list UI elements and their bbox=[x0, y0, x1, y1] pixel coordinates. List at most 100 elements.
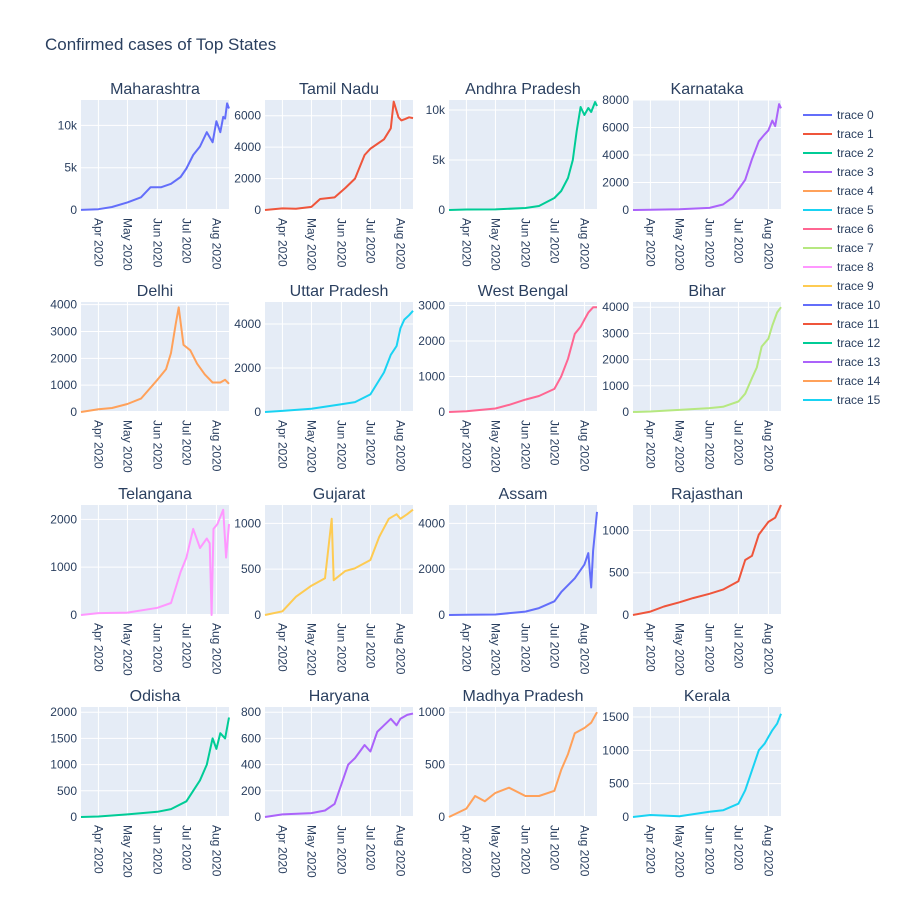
subplot-1: Tamil Nadu Apr 2020 May 2020 Jun 2020 Jul 20… bbox=[234, 81, 414, 271]
x-tick-label: May 2020 bbox=[120, 218, 134, 271]
y-tick-label: 6000 bbox=[602, 121, 629, 135]
y-tick-label: 10k bbox=[426, 103, 446, 117]
legend-item-15[interactable]: trace 15 bbox=[803, 393, 881, 407]
x-tick-label: May 2020 bbox=[304, 825, 318, 878]
legend-item-0[interactable]: trace 0 bbox=[803, 108, 874, 122]
legend-item-2[interactable]: trace 2 bbox=[803, 146, 874, 160]
legend-item-7[interactable]: trace 7 bbox=[803, 241, 874, 255]
x-tick-label: May 2020 bbox=[120, 420, 134, 473]
x-tick-label: Jun 2020 bbox=[150, 825, 164, 875]
x-tick-label: Apr 2020 bbox=[643, 420, 657, 469]
y-tick-label: 0 bbox=[622, 405, 629, 419]
x-tick-label: Jun 2020 bbox=[334, 825, 348, 875]
plot-background bbox=[265, 302, 413, 412]
y-tick-label: 1000 bbox=[602, 523, 629, 537]
y-tick-label: 4000 bbox=[234, 140, 261, 154]
legend-label: trace 6 bbox=[837, 222, 874, 236]
legend-item-10[interactable]: trace 10 bbox=[803, 298, 881, 312]
series-line-6 bbox=[448, 306, 597, 413]
legend-item-9[interactable]: trace 9 bbox=[803, 279, 874, 293]
legend-label: trace 2 bbox=[837, 146, 874, 160]
x-tick-label: May 2020 bbox=[672, 420, 686, 473]
x-tick-label: May 2020 bbox=[672, 218, 686, 271]
y-tick-label: 2000 bbox=[234, 361, 261, 375]
subplot-title: Bihar bbox=[688, 283, 726, 300]
x-tick-label: Aug 2020 bbox=[577, 825, 591, 877]
y-tick-label: 0 bbox=[70, 203, 77, 217]
x-tick-label: Jul 2020 bbox=[731, 825, 745, 871]
y-tick-label: 0 bbox=[254, 608, 261, 622]
y-tick-label: 10k bbox=[58, 118, 78, 132]
subplot-12: Odisha Apr 2020 May 2020 Jun 2020 Jul 2020 Au… bbox=[50, 688, 230, 878]
subplot-title: West Bengal bbox=[478, 283, 568, 300]
x-tick-label: Apr 2020 bbox=[91, 420, 105, 469]
x-tick-label: Aug 2020 bbox=[209, 825, 223, 877]
series-line-14 bbox=[448, 711, 598, 818]
x-tick-label: Aug 2020 bbox=[393, 218, 407, 270]
y-tick-label: 4000 bbox=[234, 317, 261, 331]
legend-label: trace 12 bbox=[837, 336, 881, 350]
legend-label: trace 8 bbox=[837, 260, 874, 274]
x-tick-label: Jun 2020 bbox=[334, 420, 348, 470]
y-tick-label: 0 bbox=[254, 810, 261, 824]
x-tick-label: Jul 2020 bbox=[547, 623, 561, 669]
series-line-4 bbox=[80, 306, 230, 413]
subplot-title: Tamil Nadu bbox=[299, 81, 379, 98]
subplot-title: Delhi bbox=[137, 283, 173, 300]
plot-background bbox=[633, 707, 781, 817]
x-tick-label: Aug 2020 bbox=[209, 218, 223, 270]
y-tick-label: 0 bbox=[438, 608, 445, 622]
legend-item-3[interactable]: trace 3 bbox=[803, 165, 874, 179]
x-tick-label: Apr 2020 bbox=[275, 825, 289, 874]
series-line-2 bbox=[448, 101, 598, 211]
x-tick-label: May 2020 bbox=[304, 623, 318, 676]
subplot-title: Odisha bbox=[130, 688, 181, 705]
legend-item-13[interactable]: trace 13 bbox=[803, 355, 881, 369]
x-tick-label: Jun 2020 bbox=[518, 825, 532, 875]
y-tick-label: 0 bbox=[254, 203, 261, 217]
x-tick-label: May 2020 bbox=[304, 420, 318, 473]
y-tick-label: 0 bbox=[70, 405, 77, 419]
series-line-15 bbox=[632, 713, 782, 818]
subplot-14: Madhya Pradesh Apr 2020 May 2020 Jun 2020 Ju… bbox=[418, 688, 598, 878]
y-tick-label: 0 bbox=[438, 203, 445, 217]
legend-item-14[interactable]: trace 14 bbox=[803, 374, 881, 388]
x-tick-label: Jul 2020 bbox=[179, 218, 193, 264]
subplot-6: West Bengal Apr 2020 May 2020 Jun 2020 Jul 2… bbox=[418, 283, 597, 473]
y-tick-label: 0 bbox=[438, 810, 445, 824]
legend-item-11[interactable]: trace 11 bbox=[803, 317, 880, 331]
legend-label: trace 13 bbox=[837, 355, 881, 369]
x-tick-label: May 2020 bbox=[304, 218, 318, 271]
legend-label: trace 14 bbox=[837, 374, 881, 388]
y-tick-label: 200 bbox=[241, 784, 261, 798]
legend-item-12[interactable]: trace 12 bbox=[803, 336, 881, 350]
legend-item-5[interactable]: trace 5 bbox=[803, 203, 874, 217]
subplot-10: Assam Apr 2020 May 2020 Jun 2020 Jul 2020 Aug… bbox=[418, 486, 598, 676]
series-line-11 bbox=[632, 504, 782, 616]
y-tick-label: 1000 bbox=[50, 560, 77, 574]
legend-item-1[interactable]: trace 1 bbox=[803, 127, 874, 141]
legend-label: trace 15 bbox=[837, 393, 881, 407]
legend-item-4[interactable]: trace 4 bbox=[803, 184, 874, 198]
legend-label: trace 10 bbox=[837, 298, 881, 312]
legend-item-6[interactable]: trace 6 bbox=[803, 222, 874, 236]
y-tick-label: 1000 bbox=[418, 705, 445, 719]
series-line-8 bbox=[80, 508, 230, 616]
x-tick-label: Aug 2020 bbox=[761, 420, 775, 472]
legend-item-8[interactable]: trace 8 bbox=[803, 260, 874, 274]
x-tick-label: Apr 2020 bbox=[275, 218, 289, 267]
y-tick-label: 600 bbox=[241, 731, 261, 745]
plot-background bbox=[449, 100, 597, 210]
series-line-9 bbox=[264, 508, 414, 616]
x-tick-label: Jun 2020 bbox=[150, 218, 164, 268]
x-tick-label: Jul 2020 bbox=[179, 623, 193, 669]
legend-label: trace 3 bbox=[837, 165, 874, 179]
x-tick-label: Aug 2020 bbox=[761, 218, 775, 270]
x-tick-label: Apr 2020 bbox=[275, 623, 289, 672]
y-tick-label: 4000 bbox=[418, 516, 445, 530]
y-tick-label: 500 bbox=[57, 784, 77, 798]
y-tick-label: 6000 bbox=[234, 109, 261, 123]
y-tick-label: 2000 bbox=[234, 172, 261, 186]
subplot-title: Telangana bbox=[118, 486, 192, 503]
